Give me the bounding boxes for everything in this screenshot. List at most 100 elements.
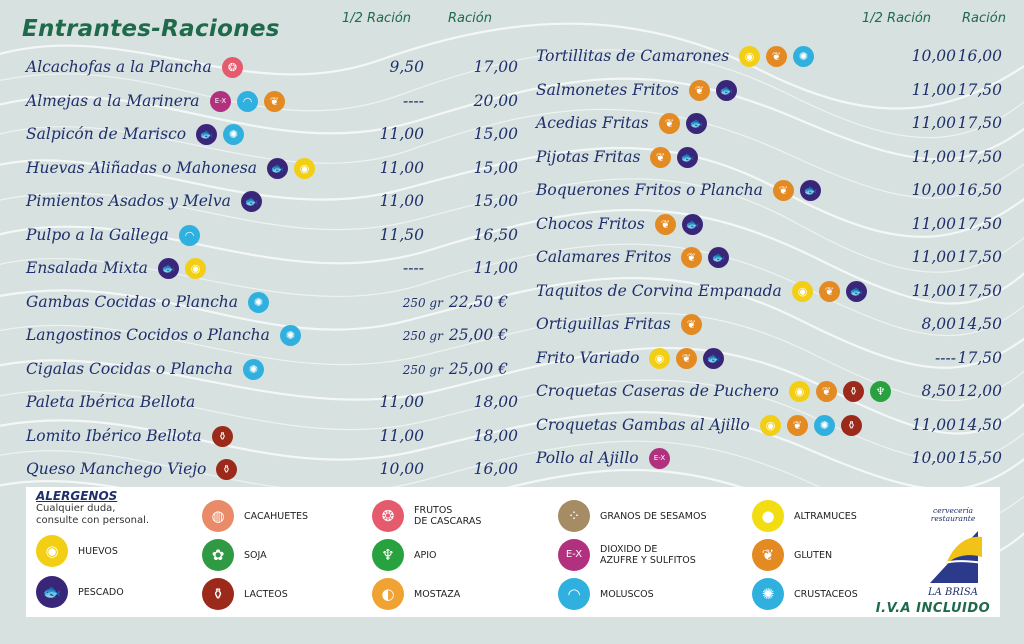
legend-item-lacteos: ⚱ LACTEOS [202, 578, 288, 610]
dish-name: Salmonetes Fritos [536, 80, 679, 99]
dish-row: Alcachofas a la Plancha ❂ 9,50 17,00 [26, 53, 518, 81]
half-price: 11,00 [379, 426, 424, 445]
legend-item-huevos: ◉ HUEVOS [36, 535, 118, 567]
legend-label: HUEVOS [78, 545, 118, 557]
dish-name: Frito Variado [536, 348, 640, 367]
huevos-icon: ◉ [739, 46, 760, 67]
half-price: 11,00 [911, 80, 956, 99]
dish-row: Queso Manchego Viejo ⚱ 10,00 16,00 [26, 455, 518, 483]
gluten-icon: ❦ [655, 213, 676, 235]
legend-item-cacahuetes: ◍ CACAHUETES [202, 500, 308, 532]
allergen-icons: 🐟 ◉ [267, 157, 315, 179]
dish-name: Calamares Fritos [536, 248, 672, 266]
dish-name: Taquitos de Corvina Empanada [536, 281, 782, 300]
full-price: 17,50 [957, 214, 1002, 233]
legend-item-soja: ✿ SOJA [202, 539, 267, 571]
gluten-icon: ❦ [689, 79, 710, 101]
half-price: 11,00 [911, 214, 956, 233]
half-price: 10,00 [379, 460, 424, 478]
lacteos-icon: ⚱ [212, 425, 233, 447]
menu-title: Entrantes-Raciones [22, 16, 280, 42]
pescado-icon: 🐟 [686, 113, 707, 134]
dish-row: Ortiguillas Fritas ❦ 8,00 14,50 [536, 310, 1006, 338]
dish-row: Huevas Aliñadas o Mahonesa 🐟 ◉ 11,00 15,00 [26, 154, 518, 182]
legend-item-mostaza: ◐ MOSTAZA [372, 578, 460, 610]
half-price: 11,50 [379, 225, 424, 244]
legend-note: Cualquier duda, consulte con personal. [36, 503, 150, 526]
allergen-icons: ◉ ❦ 🐟 [649, 347, 724, 369]
gluten-icon: ❦ [766, 46, 787, 67]
dish-row: Chocos Fritos ❦ 🐟 11,00 17,50 [536, 210, 1006, 238]
legend-item-apio: ♆ APIO [372, 539, 437, 571]
full-price: 17,50 [957, 114, 1002, 132]
legend-label: MOSTAZA [414, 588, 461, 600]
full-price: 17,50 [957, 248, 1002, 266]
half-price: 11,00 [911, 281, 956, 300]
legend-item-sulfitos: E-X DIOXIDO DE AZUFRE Y SULFITOS [558, 539, 696, 571]
dish-row: Boquerones Fritos o Plancha ❦ 🐟 10,00 16,50 [536, 176, 1006, 204]
gluten-icon: ❦ [681, 247, 702, 268]
legend-item-crustaceos: ✺ CRUSTACEOS [752, 578, 858, 610]
legend-item-frutos: ❂ FRUTOS DE CASCARAS [372, 500, 481, 532]
dish-price-weight: 250 gr 22,50 € [356, 288, 508, 317]
dish-name: Langostinos Cocidos o Plancha [26, 326, 270, 344]
dish-name: Boquerones Fritos o Plancha [536, 181, 763, 199]
allergen-icons: ❂ [222, 57, 243, 78]
full-price: 15,00 [473, 192, 518, 210]
allergen-icons: ✺ [248, 291, 269, 313]
dish-row: Pollo al Ajillo E-X 10,00 15,50 [536, 444, 1006, 472]
pescado-icon: 🐟 [267, 157, 288, 179]
half-price: 11,00 [379, 158, 424, 177]
full-price: 18,00 [473, 393, 518, 411]
gluten-icon: ❦ [659, 113, 680, 134]
allergen-icons: ❦ 🐟 [659, 113, 707, 134]
dish-name: Pijotas Fritas [536, 147, 641, 166]
gluten-icon: ❦ [650, 146, 671, 168]
full-price: 17,50 [957, 80, 1002, 99]
half-price: 11,00 [911, 248, 956, 266]
lacteos-icon: ⚱ [843, 381, 864, 402]
crustaceos-icon: ✺ [752, 578, 784, 610]
sulfitos-icon: E-X [210, 90, 231, 112]
dish-name: Alcachofas a la Plancha [26, 58, 212, 76]
sulfitos-icon: E-X [558, 539, 590, 571]
dish-row: Salmonetes Fritos ❦ 🐟 11,00 17,50 [536, 76, 1006, 104]
lacteos-icon: ⚱ [216, 459, 237, 480]
dish-row: Calamares Fritos ❦ 🐟 11,00 17,50 [536, 243, 1006, 271]
legend-label: MOLUSCOS [600, 588, 654, 600]
legend-title: ALERGENOS [36, 489, 118, 503]
lacteos-icon: ⚱ [841, 414, 862, 436]
gluten-icon: ❦ [752, 539, 784, 571]
dish-row: Salpicón de Marisco 🐟 ✺ 11,00 15,00 [26, 120, 518, 148]
crustaceos-icon: ✺ [243, 358, 264, 380]
pescado-icon: 🐟 [708, 247, 729, 268]
dish-name: Pollo al Ajillo [536, 449, 639, 467]
huevos-icon: ◉ [185, 258, 206, 279]
allergen-icons: ✺ [280, 325, 301, 346]
full-price: 11,00 [473, 259, 518, 277]
allergen-icons: ❦ 🐟 [655, 213, 703, 235]
legend-label: LACTEOS [244, 588, 288, 600]
dish-name: Ortiguillas Fritas [536, 315, 671, 333]
dish-row: Pijotas Fritas ❦ 🐟 11,00 17,50 [536, 143, 1006, 171]
full-price: 15,50 [957, 449, 1002, 467]
dish-name: Croquetas Gambas al Ajillo [536, 415, 750, 434]
legend-label: CRUSTACEOS [794, 588, 858, 600]
moluscos-icon: ◠ [237, 90, 258, 112]
gluten-icon: ❦ [787, 414, 808, 436]
frutos-icon: ❂ [372, 500, 404, 532]
crustaceos-icon: ✺ [280, 325, 301, 346]
sulfitos-icon: E-X [649, 448, 670, 469]
half-price: 10,00 [911, 47, 956, 65]
full-price: 15,00 [473, 125, 518, 143]
legend-label: CACAHUETES [244, 510, 309, 522]
half-price: 11,00 [379, 393, 424, 411]
full-price: 17,50 [957, 147, 1002, 166]
iva-included-note: I.V.A INCLUIDO [875, 601, 991, 616]
legend-label: GLUTEN [794, 549, 833, 561]
menu-board: Entrantes-Raciones 1/2 Ración Ración 1/2… [22, 11, 1006, 483]
half-price: 10,00 [911, 181, 956, 199]
pescado-icon: 🐟 [677, 146, 698, 168]
legend-item-moluscos: ◠ MOLUSCOS [558, 578, 654, 610]
legend-label: DIOXIDO DE AZUFRE Y SULFITOS [600, 544, 696, 566]
